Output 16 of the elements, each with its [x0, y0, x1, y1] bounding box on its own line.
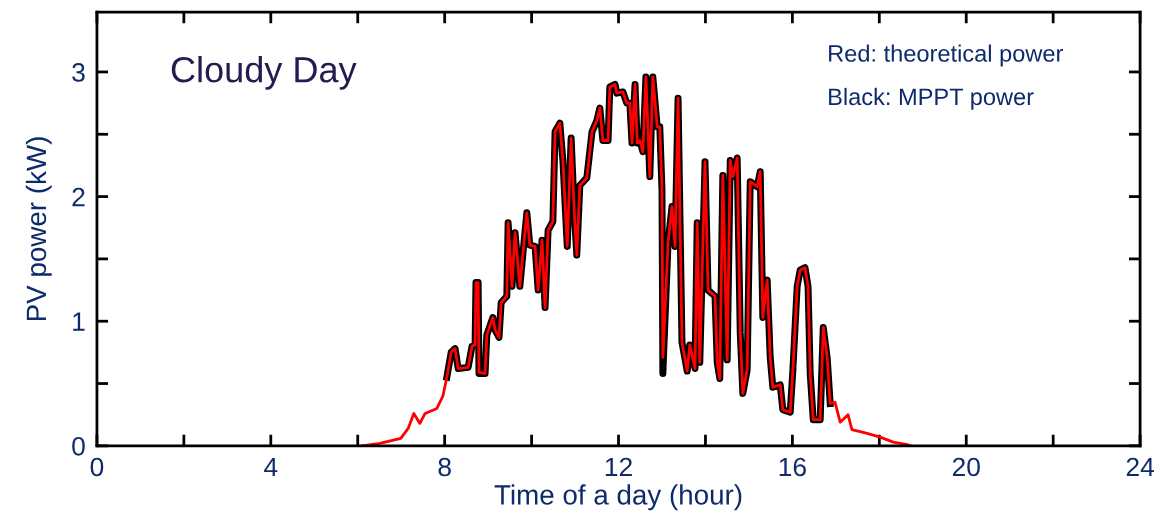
x-tick-label: 8 — [438, 457, 451, 477]
y-tick-label: 0 — [72, 436, 85, 456]
y-tick-label: 3 — [72, 63, 85, 82]
y-tick-label: 1 — [73, 312, 85, 331]
x-tick-label: 16 — [779, 457, 806, 477]
x-tick-label: 24 — [1126, 457, 1155, 477]
annotation: Cloudy Day — [171, 56, 357, 90]
x-tick-label: 20 — [952, 457, 980, 477]
x-axis-title: Time of a day (hour) — [494, 484, 742, 511]
x-tick-label: 4 — [264, 457, 278, 477]
annotation: Red: theoretical power — [829, 44, 1063, 67]
y-tick-label: 2 — [72, 187, 85, 207]
x-tick-label: 0 — [90, 457, 104, 477]
x-tick-label: 12 — [605, 457, 632, 477]
annotation: Black: MPPT power — [829, 87, 1034, 110]
y-axis-title: PV power (kW) — [25, 137, 52, 321]
